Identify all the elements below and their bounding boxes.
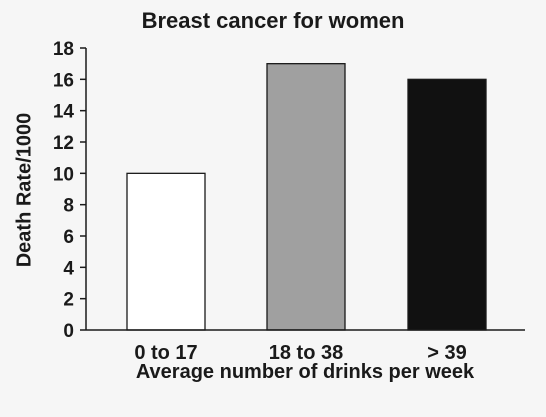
- y-tick-label: 6: [63, 227, 74, 248]
- x-axis-title: Average number of drinks per week: [135, 361, 475, 383]
- bars-layer: [126, 63, 487, 331]
- bar-39: [407, 78, 487, 331]
- x-tick-label: 18 to 38: [269, 342, 343, 364]
- y-tick-label: 8: [63, 196, 74, 217]
- ticks-layer: 0 to 17 18 to 38 > 39 0 2 4 6 8 10 12 14 16 18: [53, 39, 467, 364]
- x-tick-label: > 39: [427, 342, 466, 364]
- bar-18-to-38: [266, 63, 346, 331]
- y-tick-label: 2: [63, 290, 74, 311]
- y-tick-label: 0: [63, 321, 74, 342]
- y-tick-label: 10: [53, 164, 74, 185]
- bar-0-to-17: [126, 172, 206, 331]
- y-tick-label: 12: [53, 133, 74, 154]
- y-tick-label: 14: [53, 102, 75, 123]
- axes-layer: [80, 47, 525, 331]
- y-tick-label: 16: [53, 70, 74, 91]
- y-tick-label: 18: [53, 39, 74, 60]
- y-tick-label: 4: [63, 258, 74, 279]
- chart-title: Breast cancer for women: [141, 8, 405, 33]
- x-tick-label: 0 to 17: [134, 342, 197, 364]
